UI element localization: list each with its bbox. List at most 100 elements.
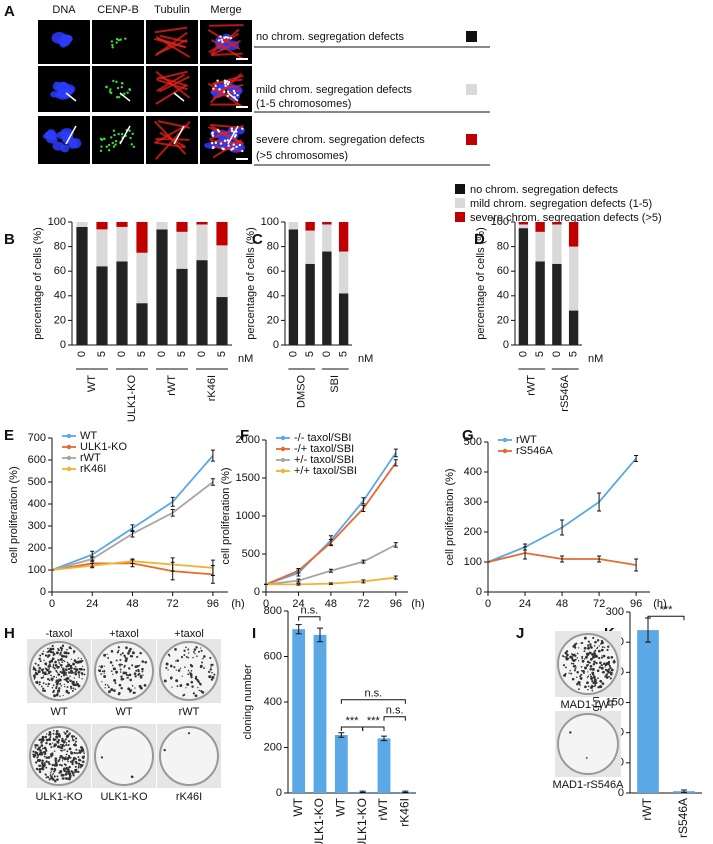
y-tick-label: 40 [497, 290, 509, 302]
colony [210, 678, 214, 681]
colony [38, 768, 41, 771]
colony [607, 660, 611, 664]
bar-segment [156, 222, 168, 230]
y-axis-label: percentage of cells (%) [245, 227, 257, 340]
colony [54, 660, 57, 664]
colony [64, 732, 67, 735]
y-tick-label: 60 [54, 265, 66, 277]
centromere-dot [132, 145, 136, 149]
y-tick-label: 800 [264, 605, 282, 617]
colony [113, 678, 117, 682]
colony [592, 663, 596, 666]
colony [55, 763, 59, 767]
colony [128, 649, 131, 653]
colony [58, 771, 61, 774]
colony [127, 652, 130, 655]
colony [598, 666, 602, 669]
x-tick-label: 5 [176, 351, 188, 357]
legend-label: rWT [80, 452, 101, 464]
y-tick-label: 100 [491, 216, 509, 228]
y-tick-label: 200 [28, 542, 46, 554]
centromere-dot [236, 94, 239, 97]
colony [36, 744, 39, 747]
colony [121, 663, 124, 666]
column-header: +taxol [174, 628, 204, 640]
colony [54, 761, 58, 765]
centromere-dot [219, 142, 223, 145]
colony [74, 672, 78, 676]
colony [133, 672, 137, 676]
y-tick-label: 400 [464, 466, 482, 478]
colony [72, 687, 75, 690]
colony [203, 655, 206, 658]
bar-segment [552, 263, 562, 345]
colony [190, 676, 193, 679]
spindle [156, 70, 188, 80]
spindle [207, 82, 243, 108]
colony [589, 651, 592, 654]
colony [187, 673, 190, 676]
significance-bracket [647, 615, 685, 621]
y-tick-label: 0 [276, 787, 282, 799]
bar-segment [338, 251, 349, 294]
colony [53, 730, 55, 732]
colony [564, 651, 567, 654]
panel-letter: A [4, 3, 15, 20]
colony [56, 689, 59, 692]
colony [610, 671, 613, 675]
colony [42, 668, 45, 671]
colony [106, 653, 108, 655]
bar-segment [322, 222, 332, 225]
colony [587, 644, 590, 647]
group-label: WT [86, 375, 98, 392]
legend-label: rK46I [80, 463, 106, 475]
colony [45, 776, 48, 779]
colony [39, 750, 41, 752]
colony [48, 730, 52, 734]
error-bar [560, 519, 565, 536]
colony [67, 744, 70, 746]
y-tick-label: 40 [267, 290, 279, 302]
colony [597, 646, 599, 649]
colony [57, 648, 60, 652]
colony [64, 738, 67, 741]
colony [54, 779, 57, 783]
colony [49, 650, 53, 654]
centromere-dot [227, 144, 230, 147]
legend-label: rS546A [516, 445, 553, 457]
x-tick-label: 48 [126, 598, 138, 610]
colony [73, 683, 76, 687]
colony [199, 683, 202, 686]
colony [129, 691, 131, 693]
colony [594, 681, 598, 685]
colony [65, 668, 68, 672]
colony [58, 763, 61, 766]
colony [137, 668, 140, 671]
bar-segment [305, 222, 315, 231]
bar-segment [96, 229, 108, 267]
colony [66, 661, 69, 664]
centromere-dot [124, 37, 127, 40]
bar-segment [176, 231, 188, 269]
centromere-dot [212, 146, 215, 149]
colony [169, 664, 173, 668]
significance-bracket [340, 726, 364, 732]
colony [74, 765, 77, 768]
colony [78, 676, 81, 678]
colony [58, 662, 61, 664]
colony [72, 771, 74, 773]
colony [60, 746, 64, 750]
x-tick-label: 72 [167, 598, 179, 610]
error-bar [90, 562, 95, 569]
bar-segment [76, 226, 88, 345]
colony [136, 655, 139, 658]
x-tick-label: 96 [207, 598, 219, 610]
legend-label: severe chrom. segregation defects (>5) [470, 212, 662, 224]
y-tick-label: 80 [267, 241, 279, 253]
colony [39, 654, 42, 657]
colony [38, 770, 42, 774]
x-tick-label: 5 [96, 351, 108, 357]
colony [209, 668, 213, 671]
spindle [211, 52, 243, 57]
colony [200, 647, 202, 649]
